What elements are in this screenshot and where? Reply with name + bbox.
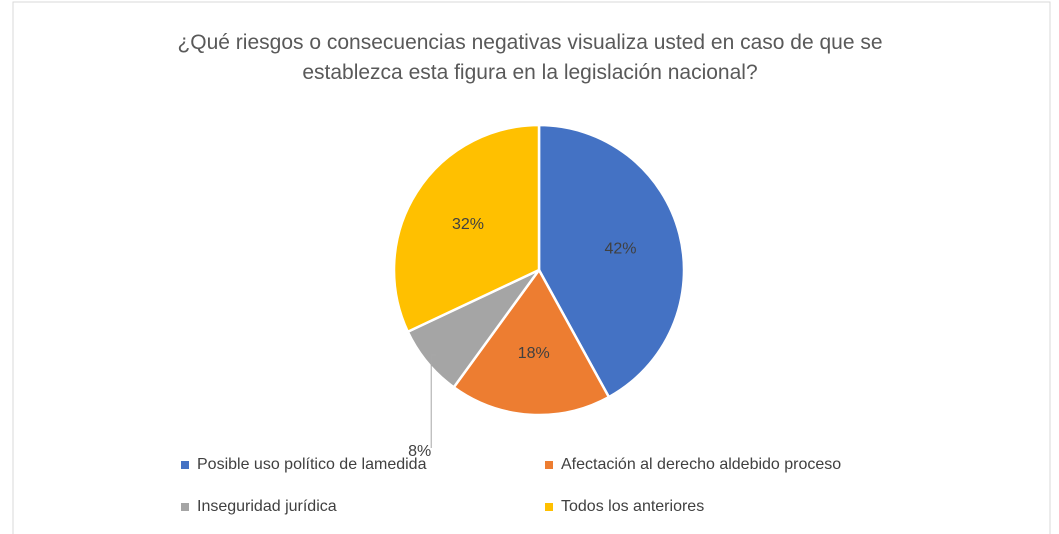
data-label: 32% — [452, 216, 484, 233]
legend-swatch — [181, 461, 189, 469]
data-label: 8% — [408, 443, 431, 460]
pie-slice — [537, 123, 686, 399]
legend-swatch — [545, 503, 553, 511]
chart-title: ¿Qué riesgos o consecuencias negativas v… — [177, 31, 883, 84]
legend-swatch — [181, 503, 189, 511]
legend-label: Inseguridad jurídica — [197, 498, 337, 515]
leader-line — [430, 354, 437, 448]
legend-label: Posible uso político de lamedida — [197, 456, 427, 473]
data-label: 18% — [518, 345, 550, 362]
legend-label: Todos los anteriores — [561, 498, 704, 515]
data-label: 42% — [604, 240, 636, 257]
legend-swatch — [545, 461, 553, 469]
pie-slice — [392, 123, 541, 334]
chart-frame — [12, 1, 1051, 534]
pie-slice — [452, 267, 611, 417]
legend-label: Afectación al derecho aldebido proceso — [561, 456, 841, 473]
